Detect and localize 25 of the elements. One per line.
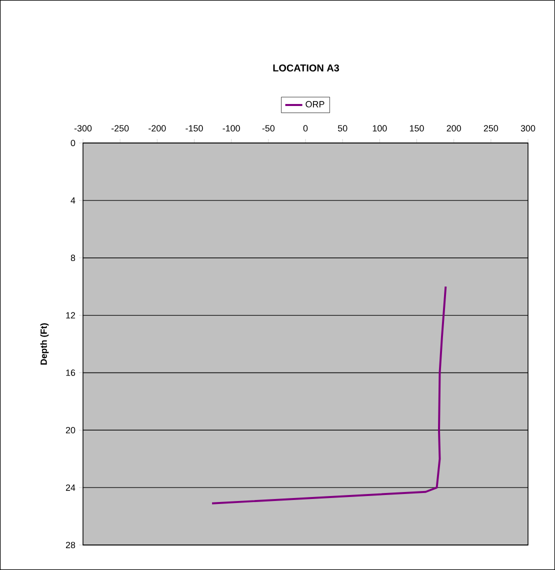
x-tick-label: -200 bbox=[148, 125, 166, 132]
x-tick-label: -150 bbox=[186, 125, 203, 132]
x-tick-label: 200 bbox=[446, 125, 461, 132]
x-tick-label: 300 bbox=[520, 125, 536, 132]
x-tick-label: 50 bbox=[338, 125, 348, 132]
y-tick-label: 8 bbox=[70, 254, 76, 262]
line-series bbox=[211, 286, 447, 504]
x-tick-label: 0 bbox=[303, 125, 308, 132]
x-tick-label: 250 bbox=[484, 125, 498, 132]
x-tick-label: 150 bbox=[410, 125, 424, 132]
y-tick-label: 24 bbox=[66, 484, 76, 491]
y-axis-title: Depth (Ft) bbox=[40, 323, 49, 365]
x-tick-label: -300 bbox=[74, 125, 92, 132]
x-tick-label: -250 bbox=[112, 125, 129, 132]
x-tick-label: -100 bbox=[222, 125, 240, 132]
y-tick-label: 0 bbox=[70, 140, 76, 146]
y-tick-label: 16 bbox=[66, 370, 76, 376]
x-tick-label: -50 bbox=[262, 125, 275, 132]
legend-label: ORP bbox=[306, 101, 324, 108]
y-tick-label: 4 bbox=[70, 197, 76, 204]
chart-title: LOCATION A3 bbox=[273, 64, 340, 72]
y-tick-label: 12 bbox=[66, 312, 76, 318]
x-tick-label: 100 bbox=[372, 125, 387, 132]
y-tick-label: 20 bbox=[66, 426, 76, 434]
y-tick-label: 28 bbox=[66, 542, 76, 548]
